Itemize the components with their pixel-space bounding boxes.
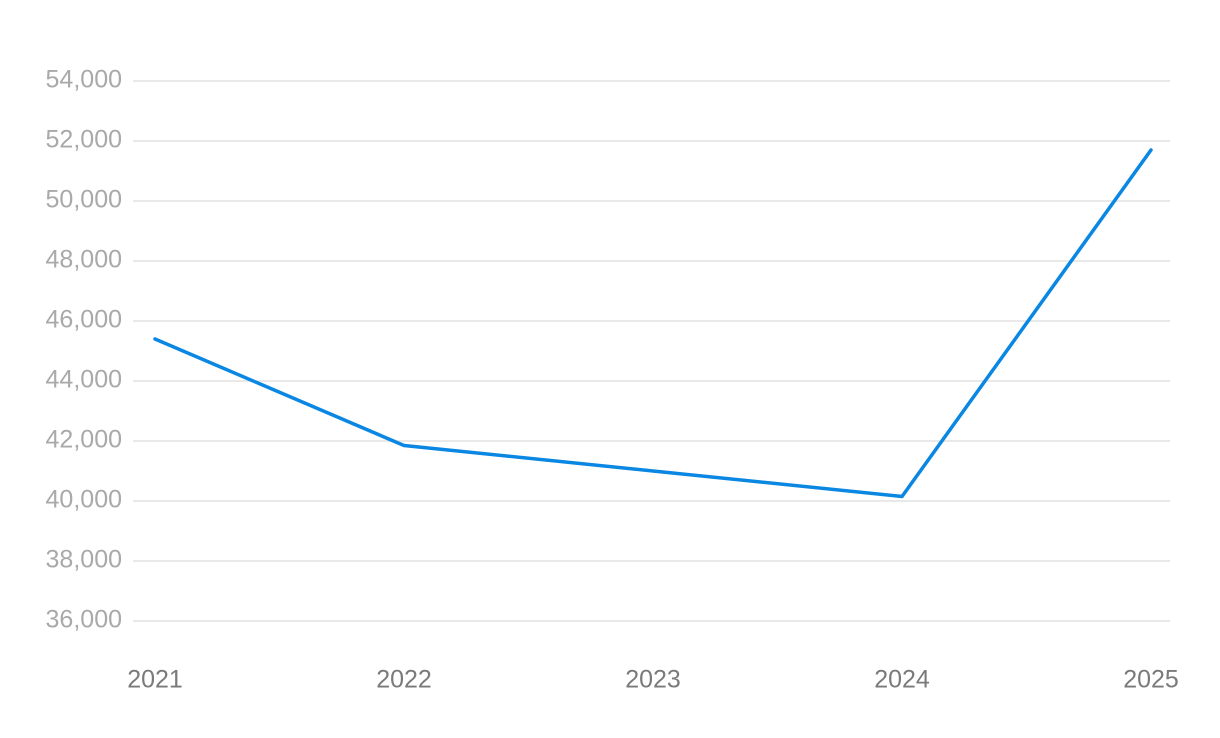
y-tick-label: 44,000 — [46, 366, 122, 394]
y-tick-label: 48,000 — [46, 246, 122, 274]
y-tick-label: 38,000 — [46, 546, 122, 574]
y-tick-label: 40,000 — [46, 486, 122, 514]
x-tick-label: 2022 — [376, 666, 432, 694]
x-tick-label: 2021 — [127, 666, 183, 694]
x-tick-label: 2024 — [874, 666, 930, 694]
x-tick-label: 2023 — [625, 666, 681, 694]
y-tick-label: 42,000 — [46, 426, 122, 454]
x-tick-label: 2025 — [1123, 666, 1179, 694]
y-tick-label: 50,000 — [46, 186, 122, 214]
line-series — [153, 148, 1153, 499]
y-tick-label: 36,000 — [46, 606, 122, 634]
y-tick-label: 52,000 — [46, 126, 122, 154]
y-tick-label: 54,000 — [46, 66, 122, 94]
y-tick-label: 46,000 — [46, 306, 122, 334]
